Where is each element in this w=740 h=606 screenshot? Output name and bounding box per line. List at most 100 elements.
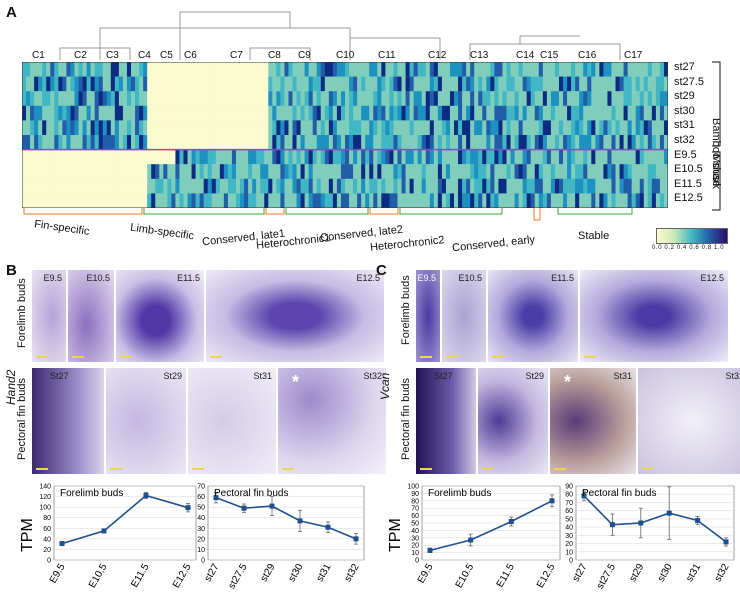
y-tick-label: 40 [43, 536, 51, 543]
heatmap-row-label: st32 [674, 134, 695, 146]
y-tick-label: 60 [43, 526, 51, 533]
scale-bar [192, 468, 204, 470]
scale-bar [492, 356, 504, 358]
specimen-photo: E11.5 [116, 270, 204, 362]
specimen-photo: E10.5 [68, 270, 114, 362]
specimen-photo: E12.5 [580, 270, 728, 362]
specimen-photo: E9.5 [32, 270, 66, 362]
y-tick-label: 20 [43, 547, 51, 554]
y-tick-label: 0 [415, 558, 419, 565]
b-fin-row-label: Pectoral fin buds [16, 378, 28, 460]
stage-label: E11.5 [551, 273, 574, 283]
data-point [468, 537, 474, 543]
series-line [61, 494, 189, 545]
scale-bar [36, 356, 48, 358]
y-tick-label: 140 [39, 484, 51, 491]
y-tick-label: 0 [47, 558, 51, 565]
data-point [101, 528, 107, 534]
x-tick-label: st30 [287, 562, 306, 584]
y-tick-label: 80 [565, 492, 573, 499]
x-tick-label: st32 [713, 562, 732, 584]
data-point [549, 498, 555, 504]
stage-label: St29 [163, 371, 182, 381]
stage-label: E10.5 [458, 273, 482, 283]
data-point [723, 539, 729, 545]
y-tick-label: 30 [411, 535, 419, 542]
data-point [59, 541, 65, 547]
cluster-label: C13 [470, 50, 489, 61]
data-point [353, 536, 359, 542]
y-tick-label: 50 [411, 521, 419, 528]
y-tick-label: 100 [39, 505, 51, 512]
stage-label: St27 [434, 371, 453, 381]
y-tick-label: 40 [411, 528, 419, 535]
cluster-label: C3 [106, 50, 119, 61]
cluster-label: C5 [160, 50, 173, 61]
y-tick-label: 60 [565, 508, 573, 515]
specimen-photo: St32 [638, 368, 740, 474]
chart-hand2-fin: 0 10 20 30 40 50 60 70 st27 st27.5 st29 st30 st31 st3… [197, 484, 365, 591]
cluster-label: C4 [138, 50, 151, 61]
heatmap-row-label: E10.5 [674, 163, 703, 176]
x-tick-label: st30 [656, 562, 675, 584]
y-tick-label: 10 [197, 547, 205, 554]
y-tick-label: 60 [411, 513, 419, 520]
dendrogram [59, 11, 621, 60]
stage-label: E10.5 [86, 273, 110, 283]
heatmap-row-label: E9.5 [674, 148, 697, 161]
specimen-photo: St27 [416, 368, 476, 474]
data-point [427, 547, 433, 553]
y-tick-label: 40 [197, 515, 205, 522]
scale-bar [642, 468, 654, 470]
specimen-photo: E9.5 [416, 270, 440, 362]
data-point [508, 519, 514, 525]
y-tick-label: 0 [569, 558, 573, 565]
series-line [583, 495, 727, 543]
heatmap-row-label: E12.5 [674, 192, 703, 205]
y-tick-label: 20 [565, 541, 573, 548]
y-tick-label: 80 [411, 498, 419, 505]
x-tick-label: st31 [684, 562, 703, 584]
heatmap-row-label: E11.5 [674, 177, 702, 190]
specimen-photo: St31 [188, 368, 276, 474]
b-forelimb-row-label: Forelimb buds [16, 278, 28, 348]
heatmap [22, 62, 668, 208]
category-limb-specific: Limb-specific [129, 221, 195, 243]
stage-label: E9.5 [43, 273, 62, 283]
scale-bar [120, 356, 132, 358]
x-tick-label: E11.5 [129, 562, 151, 590]
data-point [609, 522, 615, 528]
panel-b-letter: B [6, 262, 17, 279]
chart-title: Forelimb buds [60, 488, 123, 499]
cluster-label: C11 [378, 50, 396, 61]
y-axis-label: TPM [388, 518, 404, 552]
x-tick-label: E12.5 [171, 562, 194, 591]
series-line [215, 496, 357, 540]
y-tick-label: 20 [197, 536, 205, 543]
y-tick-label: 20 [411, 543, 419, 550]
heatmap-row-label: st30 [674, 104, 695, 117]
x-tick-label: E10.5 [87, 562, 110, 591]
data-point [666, 510, 672, 516]
x-tick-label: st27 [571, 562, 590, 584]
cluster-label: C17 [624, 50, 643, 61]
y-tick-label: 70 [411, 506, 419, 513]
cluster-label: C9 [298, 50, 311, 61]
asterisk-marker: * [564, 372, 572, 392]
specimen-photo: E11.5 [488, 270, 578, 362]
cluster-label: C15 [540, 50, 559, 61]
y-tick-label: 80 [43, 515, 51, 522]
stage-label: St32 [725, 371, 740, 381]
y-tick-label: 0 [201, 558, 205, 565]
stage-label: St29 [525, 371, 544, 381]
scale-bar [282, 468, 294, 470]
scale-bar [584, 356, 596, 358]
x-tick-label: st27 [203, 562, 222, 584]
x-tick-label: st31 [315, 562, 334, 584]
species-brackets [712, 61, 721, 211]
scale-bar [482, 468, 494, 470]
cluster-label: C7 [230, 50, 243, 61]
y-tick-label: 30 [197, 526, 205, 533]
x-tick-label: E11.5 [495, 562, 517, 590]
